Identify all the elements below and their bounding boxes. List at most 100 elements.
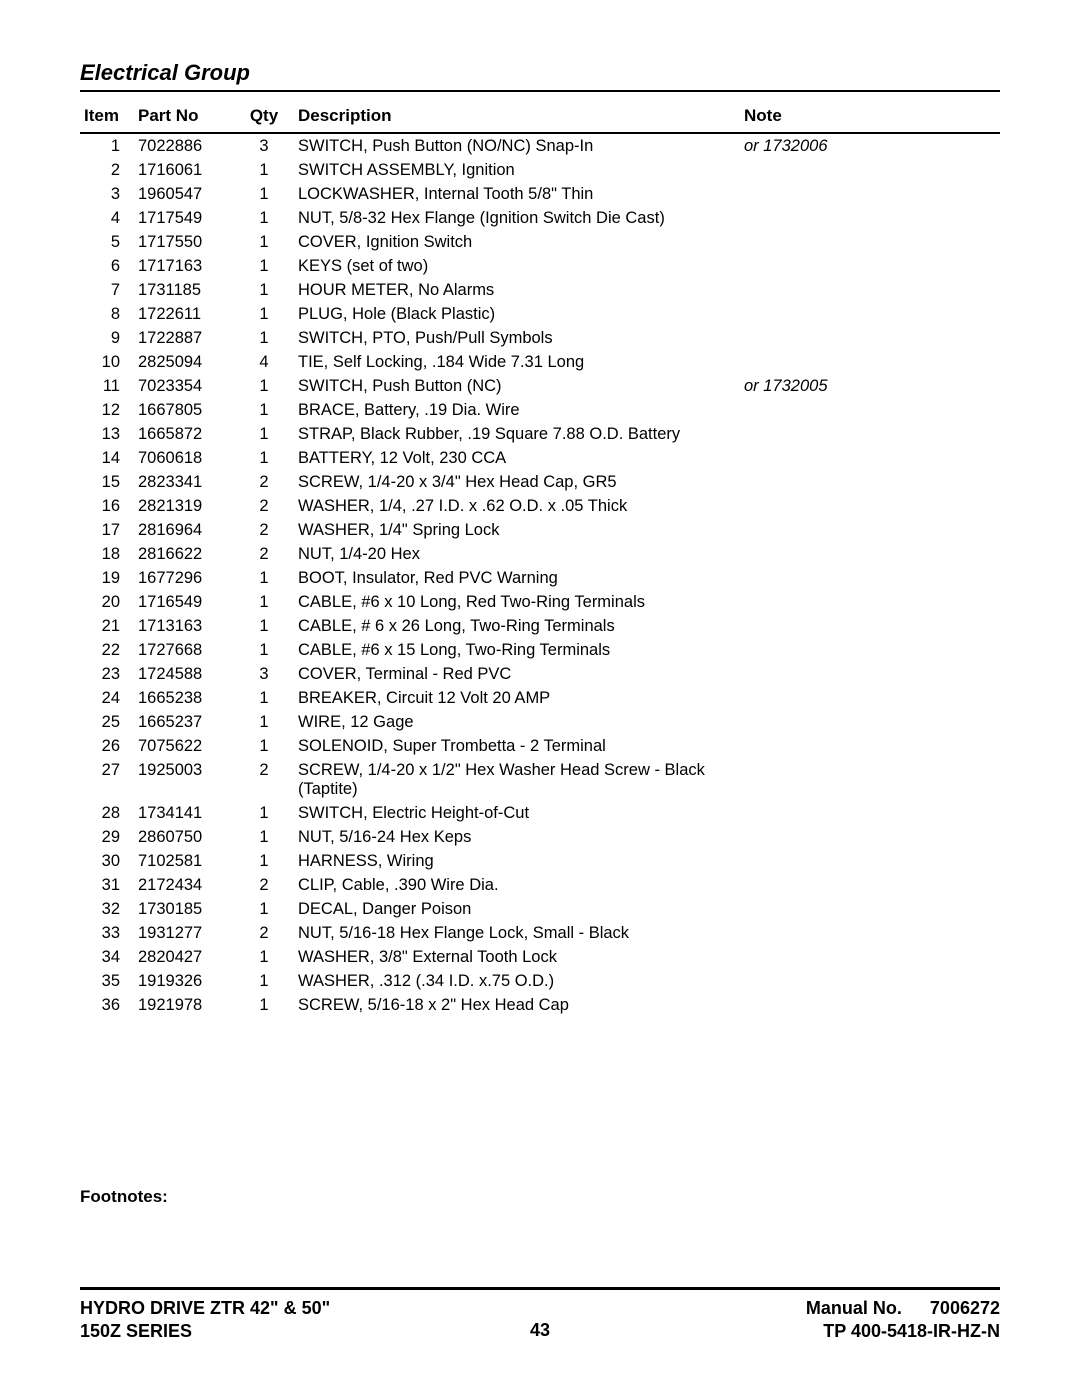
cell-part: 1730185 [134,897,234,921]
cell-item: 34 [80,945,134,969]
cell-item: 23 [80,662,134,686]
cell-desc: SWITCH, Push Button (NC) [294,374,740,398]
footer-manual-label: Manual No. [806,1298,902,1319]
table-row: 2928607501NUT, 5/16-24 Hex Keps [80,825,1000,849]
cell-note [740,470,1000,494]
cell-part: 1931277 [134,921,234,945]
section-title: Electrical Group [80,60,1000,92]
cell-note [740,158,1000,182]
col-header-item: Item [80,100,134,133]
cell-desc: NUT, 5/16-18 Hex Flange Lock, Small - Bl… [294,921,740,945]
cell-qty: 1 [234,278,294,302]
cell-part: 1665238 [134,686,234,710]
cell-qty: 1 [234,945,294,969]
cell-qty: 2 [234,542,294,566]
cell-note [740,921,1000,945]
cell-note [740,614,1000,638]
cell-desc: CABLE, # 6 x 26 Long, Two-Ring Terminals [294,614,740,638]
cell-item: 17 [80,518,134,542]
cell-note [740,446,1000,470]
cell-desc: BRACE, Battery, .19 Dia. Wire [294,398,740,422]
cell-part: 1960547 [134,182,234,206]
cell-qty: 3 [234,133,294,158]
cell-item: 35 [80,969,134,993]
cell-qty: 1 [234,446,294,470]
cell-part: 1731185 [134,278,234,302]
cell-desc: BATTERY, 12 Volt, 230 CCA [294,446,740,470]
cell-qty: 2 [234,518,294,542]
cell-note [740,590,1000,614]
cell-item: 9 [80,326,134,350]
table-row: 1628213192WASHER, 1/4, .27 I.D. x .62 O.… [80,494,1000,518]
table-row: 1028250944TIE, Self Locking, .184 Wide 7… [80,350,1000,374]
cell-part: 2816964 [134,518,234,542]
cell-item: 3 [80,182,134,206]
table-row: 1528233412SCREW, 1/4-20 x 3/4" Hex Head … [80,470,1000,494]
cell-desc: SWITCH, Electric Height-of-Cut [294,801,740,825]
cell-note [740,518,1000,542]
table-row: 917228871SWITCH, PTO, Push/Pull Symbols [80,326,1000,350]
cell-qty: 3 [234,662,294,686]
cell-qty: 2 [234,758,294,801]
cell-desc: SCREW, 1/4-20 x 1/2" Hex Washer Head Scr… [294,758,740,801]
cell-part: 1919326 [134,969,234,993]
cell-item: 12 [80,398,134,422]
cell-note [740,710,1000,734]
table-row: 717311851HOUR METER, No Alarms [80,278,1000,302]
cell-desc: PLUG, Hole (Black Plastic) [294,302,740,326]
table-row: 417175491NUT, 5/8-32 Hex Flange (Ignitio… [80,206,1000,230]
cell-item: 36 [80,993,134,1017]
table-row: 817226111PLUG, Hole (Black Plastic) [80,302,1000,326]
table-row: 2217276681CABLE, #6 x 15 Long, Two-Ring … [80,638,1000,662]
cell-qty: 1 [234,801,294,825]
cell-part: 1665872 [134,422,234,446]
cell-note [740,302,1000,326]
cell-item: 11 [80,374,134,398]
cell-desc: WASHER, 1/4, .27 I.D. x .62 O.D. x .05 T… [294,494,740,518]
cell-part: 2860750 [134,825,234,849]
table-row: 1216678051BRACE, Battery, .19 Dia. Wire [80,398,1000,422]
col-header-desc: Description [294,100,740,133]
table-row: 2719250032SCREW, 1/4-20 x 1/2" Hex Washe… [80,758,1000,801]
table-row: 1316658721STRAP, Black Rubber, .19 Squar… [80,422,1000,446]
cell-note [740,494,1000,518]
cell-note [740,873,1000,897]
table-row: 3217301851DECAL, Danger Poison [80,897,1000,921]
table-row: 170228863SWITCH, Push Button (NO/NC) Sna… [80,133,1000,158]
cell-desc: STRAP, Black Rubber, .19 Square 7.88 O.D… [294,422,740,446]
cell-desc: HOUR METER, No Alarms [294,278,740,302]
table-row: 2117131631CABLE, # 6 x 26 Long, Two-Ring… [80,614,1000,638]
cell-qty: 1 [234,302,294,326]
cell-desc: BREAKER, Circuit 12 Volt 20 AMP [294,686,740,710]
table-row: 3519193261WASHER, .312 (.34 I.D. x.75 O.… [80,969,1000,993]
table-row: 1728169642WASHER, 1/4" Spring Lock [80,518,1000,542]
cell-item: 13 [80,422,134,446]
cell-item: 25 [80,710,134,734]
table-row: 2017165491CABLE, #6 x 10 Long, Red Two-R… [80,590,1000,614]
cell-qty: 1 [234,182,294,206]
cell-desc: SCREW, 1/4-20 x 3/4" Hex Head Cap, GR5 [294,470,740,494]
cell-qty: 1 [234,326,294,350]
cell-note [740,422,1000,446]
table-row: 2516652371WIRE, 12 Gage [80,710,1000,734]
cell-part: 2820427 [134,945,234,969]
cell-item: 33 [80,921,134,945]
cell-item: 5 [80,230,134,254]
cell-item: 30 [80,849,134,873]
cell-qty: 1 [234,849,294,873]
cell-note [740,326,1000,350]
table-row: 3428204271WASHER, 3/8" External Tooth Lo… [80,945,1000,969]
cell-qty: 2 [234,873,294,897]
cell-note [740,825,1000,849]
cell-part: 2821319 [134,494,234,518]
cell-item: 28 [80,801,134,825]
cell-note [740,542,1000,566]
cell-note [740,662,1000,686]
cell-desc: KEYS (set of two) [294,254,740,278]
cell-note [740,945,1000,969]
cell-part: 1717163 [134,254,234,278]
cell-qty: 1 [234,206,294,230]
cell-note [740,350,1000,374]
cell-item: 7 [80,278,134,302]
cell-qty: 2 [234,470,294,494]
